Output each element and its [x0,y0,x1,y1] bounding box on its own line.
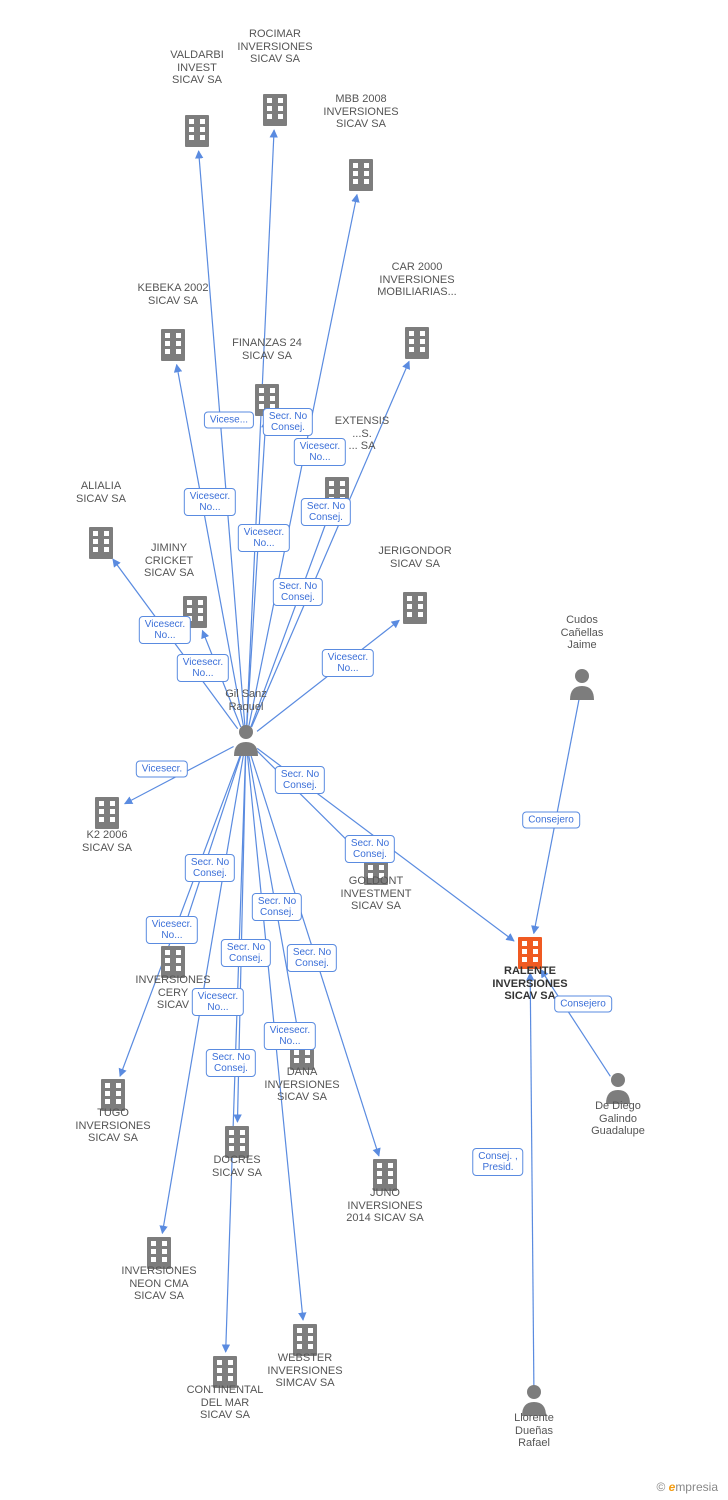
building-icon[interactable] [349,159,373,191]
building-icon[interactable] [161,946,185,978]
building-icon[interactable] [147,1237,171,1269]
building-icon[interactable] [185,115,209,147]
building-icon[interactable] [290,1038,314,1070]
building-icon[interactable] [89,527,113,559]
person-icon[interactable] [522,1385,546,1416]
edge [237,754,245,1122]
edge [257,748,514,941]
building-icon[interactable] [95,797,119,829]
edge [252,361,410,727]
building-icon[interactable] [325,477,349,509]
person-icon[interactable] [606,1073,630,1104]
building-icon[interactable] [293,1324,317,1356]
person-icon[interactable] [570,669,594,700]
building-icon[interactable] [161,329,185,361]
edge [251,512,330,727]
building-icon[interactable] [263,94,287,126]
building-icon[interactable] [518,937,542,969]
edge [257,620,399,731]
building-icon[interactable] [403,592,427,624]
edge [534,698,580,934]
edge [248,754,298,1035]
edge [125,747,234,804]
edge [113,559,238,729]
building-icon[interactable] [405,327,429,359]
person-icon[interactable] [234,725,258,756]
edge [177,365,244,727]
building-icon[interactable] [225,1126,249,1158]
building-icon[interactable] [255,384,279,416]
edge [247,420,266,726]
edge [120,753,241,1076]
edge [247,130,274,726]
network-canvas [0,0,728,1500]
building-icon[interactable] [364,853,388,885]
edge [541,970,610,1077]
edge [249,195,357,727]
edge [530,973,534,1386]
edge [256,750,362,855]
edge [179,753,241,943]
building-icon[interactable] [183,596,207,628]
building-icon[interactable] [373,1159,397,1191]
edge [247,754,303,1320]
building-icon[interactable] [101,1079,125,1111]
edge [250,753,379,1156]
footer-copyright: © empresia [656,1480,718,1494]
building-icon[interactable] [213,1356,237,1388]
